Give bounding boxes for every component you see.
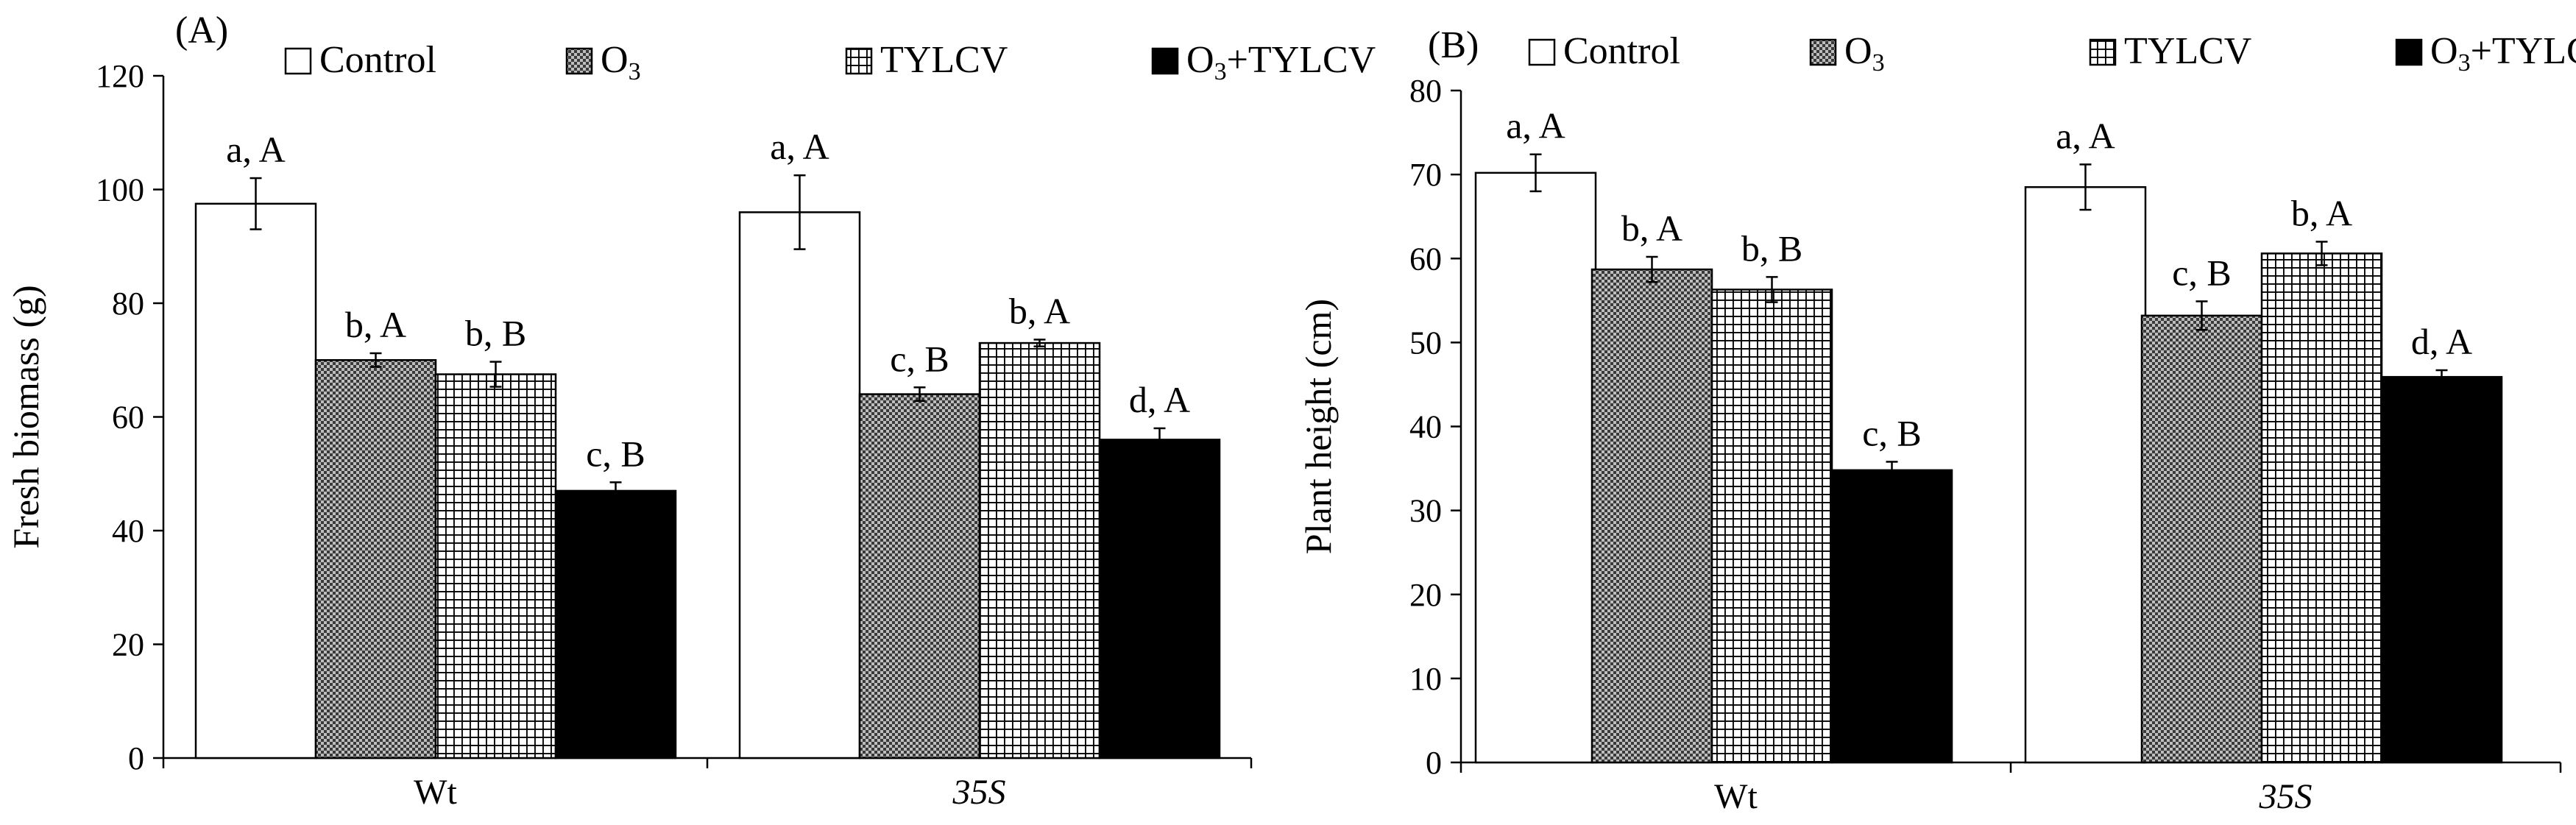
x-category-label: Wt [414, 773, 457, 812]
y-tick-label: 30 [1409, 493, 1442, 529]
bar-significance-label: b, A [2291, 192, 2352, 233]
bar-significance-label: b, B [465, 313, 526, 354]
bar-significance-label: d, A [2411, 321, 2472, 362]
bar-o3-tylcv [2380, 375, 2503, 764]
bar-significance-label: a, A [2056, 115, 2115, 156]
y-tick-label: 60 [112, 400, 144, 436]
legend-swatch [1809, 38, 1837, 66]
legend-swatch [1151, 47, 1179, 75]
bar-control [2024, 185, 2147, 764]
y-axis-title: Fresh biomass (g) [5, 285, 46, 548]
y-tick-label: 80 [112, 286, 144, 322]
bar-tylcv [1710, 288, 1833, 764]
legend: Control O3 TYLCV O3+TYLCV [284, 39, 1376, 85]
y-axis-title: Plant height (cm) [1298, 299, 1339, 554]
y-tick-label: 40 [1409, 409, 1442, 445]
x-category-label: 35S [2259, 777, 2313, 816]
chart-panel-a: 0 20 40 60 80 100 120 Wt 35S Fresh biomass (g) (A)… [5, 10, 1376, 812]
legend-swatch [2395, 38, 2423, 66]
bar-significance-label: a, A [1506, 105, 1565, 146]
legend: Control O3 TYLCV O3+TYLCV [1528, 30, 2576, 77]
y-tick-label: 60 [1409, 241, 1442, 277]
legend-swatch [1528, 38, 1556, 66]
y-tick-label: 10 [1409, 661, 1442, 697]
y-tick-label: 50 [1409, 325, 1442, 361]
y-tick-label: 80 [1409, 73, 1442, 109]
legend-label: Control [319, 39, 436, 81]
bar-tylcv [978, 341, 1101, 760]
chart-panel-b: 0 10 20 30 40 50 60 70 80 Wt 35S Plant height (cm) (… [1298, 24, 2576, 816]
bar-control [1474, 171, 1597, 764]
bar-significance-label: a, A [770, 126, 829, 167]
bar-tylcv [2260, 252, 2383, 764]
bar-significance-label: d, A [1129, 379, 1190, 420]
bar-o3-tylcv [554, 489, 677, 760]
y-tick-label: 70 [1409, 157, 1442, 193]
y-tick-label: 0 [1426, 745, 1442, 781]
bar-significance-label: b, A [1009, 290, 1070, 331]
bar-control [194, 202, 317, 760]
y-tick-label: 100 [96, 172, 144, 208]
legend-label: O3+TYLCV [1186, 39, 1376, 85]
bar-o3 [314, 359, 437, 760]
legend-swatch [284, 47, 312, 75]
panel-label: (A) [175, 10, 228, 52]
legend-swatch [2089, 38, 2117, 66]
legend-label: Control [1563, 30, 1680, 72]
bar-significance-label: b, B [1741, 227, 1802, 269]
bar-o3-tylcv [1098, 439, 1221, 760]
legend-label: O3 [601, 39, 641, 85]
legend-swatch [845, 47, 873, 75]
legend-label: TYLCV [880, 39, 1008, 81]
bar-tylcv [434, 373, 557, 760]
legend-label: TYLCV [2124, 30, 2251, 72]
bar-significance-label: c, B [1862, 412, 1922, 453]
y-tick-label: 40 [112, 513, 144, 549]
bar-significance-label: b, A [1621, 208, 1682, 249]
bar-o3 [1590, 268, 1713, 764]
legend-label: O3+TYLCV [2430, 30, 2576, 77]
bar-o3 [858, 393, 981, 760]
bar-significance-label: c, B [890, 338, 949, 379]
bar-significance-label: c, B [2172, 252, 2232, 293]
y-tick-label: 20 [112, 627, 144, 663]
legend-swatch [565, 47, 593, 75]
y-tick-label: 120 [96, 58, 144, 94]
bar-o3 [2140, 314, 2263, 764]
x-category-label: Wt [1714, 777, 1758, 816]
bar-significance-label: b, A [345, 304, 406, 345]
bar-significance-label: c, B [586, 433, 645, 474]
bar-o3-tylcv [1830, 469, 1953, 764]
legend-label: O3 [1844, 30, 1885, 77]
bar-significance-label: a, A [226, 129, 286, 170]
panel-label: (B) [1428, 24, 1479, 66]
x-category-label: 35S [952, 773, 1006, 812]
y-tick-label: 0 [128, 740, 144, 776]
bar-control [738, 211, 861, 760]
y-tick-label: 20 [1409, 577, 1442, 613]
